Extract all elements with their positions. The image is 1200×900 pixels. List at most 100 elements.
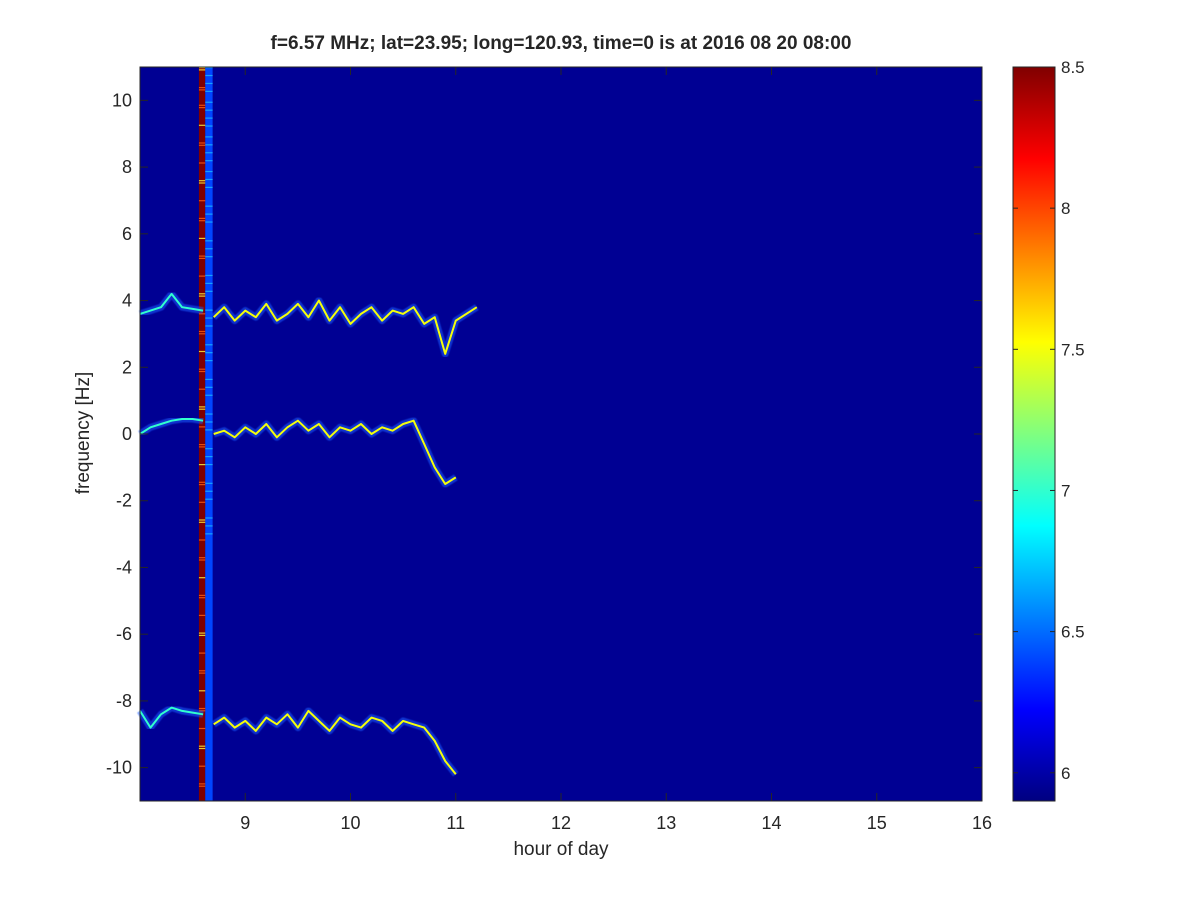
band-speckle — [198, 785, 206, 787]
band-speckle — [205, 360, 213, 362]
band-speckle — [198, 142, 206, 144]
band-speckle — [198, 727, 206, 730]
band-speckle — [205, 90, 213, 92]
band-speckle — [198, 481, 206, 483]
band-speckle — [205, 429, 213, 431]
band-speckle — [205, 240, 213, 242]
band-speckle — [198, 350, 206, 353]
y-tick-label: -6 — [116, 624, 132, 644]
band-speckle — [198, 182, 206, 184]
band-speckle — [205, 248, 213, 250]
colorbar-tick-label: 6 — [1061, 764, 1070, 783]
band-speckle — [198, 765, 206, 767]
trace-line — [139, 418, 204, 435]
x-tick-label: 9 — [240, 813, 250, 833]
y-tick-label: -4 — [116, 557, 132, 577]
band-speckle — [205, 498, 213, 500]
y-tick-label: 8 — [122, 157, 132, 177]
band-speckle — [198, 783, 206, 785]
x-tick-label: 16 — [972, 813, 992, 833]
band-speckle — [198, 180, 206, 182]
colorbar-tick-label: 8.5 — [1061, 58, 1085, 77]
colorbar-frame — [1012, 66, 1056, 802]
x-axis-label: hour of day — [513, 839, 609, 860]
band-speckle — [205, 152, 213, 154]
band-speckle — [205, 256, 213, 258]
band-speckle — [198, 370, 206, 373]
y-tick-label: 10 — [112, 90, 132, 110]
band-speckle — [198, 124, 206, 126]
band-speckle — [198, 539, 206, 541]
trace-line — [213, 709, 457, 775]
x-tick-label: 14 — [761, 813, 781, 833]
band-speckle — [198, 368, 206, 370]
vertical-band — [198, 67, 206, 801]
band-speckle — [198, 89, 206, 91]
band-speckle — [198, 632, 206, 634]
band-speckle — [198, 557, 206, 559]
band-speckle — [198, 255, 206, 257]
band-speckle — [198, 464, 206, 466]
band-speckle — [198, 444, 206, 446]
band-speckle — [205, 74, 213, 77]
band-speckle — [205, 117, 213, 119]
band-speckle — [198, 519, 206, 521]
colorbar-tick-label: 6.5 — [1061, 623, 1085, 642]
band-speckle — [198, 408, 206, 410]
band-speckle — [198, 426, 206, 428]
band-speckle — [198, 67, 206, 69]
band-speckle — [205, 352, 213, 354]
band-speckle — [198, 69, 206, 71]
band-speckle — [198, 614, 206, 616]
band-speckle — [198, 484, 206, 486]
band-speckle — [205, 533, 213, 535]
band-speckle — [198, 597, 206, 599]
band-speckle — [198, 652, 206, 654]
band-speckle — [205, 413, 213, 415]
band-speckle — [198, 501, 206, 503]
colorbar-tick-label: 7 — [1061, 481, 1070, 500]
band-speckle — [205, 274, 213, 277]
band-speckle — [205, 317, 213, 319]
band-speckle — [198, 275, 206, 277]
band-speckle — [198, 87, 206, 89]
trace-line — [139, 292, 204, 315]
band-speckle — [198, 745, 206, 747]
band-speckle — [205, 463, 213, 466]
band-speckle — [205, 517, 213, 519]
band-speckle — [198, 237, 206, 239]
band-speckle — [205, 525, 213, 527]
band-speckle — [198, 594, 206, 596]
band-speckle — [198, 577, 206, 579]
y-tick-label: 6 — [122, 224, 132, 244]
band-speckle — [205, 290, 213, 292]
band-speckle — [198, 217, 206, 219]
band-speckle — [198, 220, 206, 222]
band-speckle — [198, 670, 206, 672]
band-speckle — [198, 634, 206, 636]
band-speckle — [205, 125, 213, 127]
vertical-band — [205, 67, 213, 801]
colorbar: 6 6.5 7 7.5 8 8.5 — [1012, 58, 1085, 802]
band-speckle — [198, 295, 206, 297]
band-speckle — [205, 221, 213, 223]
band-speckle — [205, 109, 213, 111]
band-speckle — [198, 446, 206, 448]
band-speckle — [205, 325, 213, 327]
band-speckle — [198, 406, 206, 408]
band-speckle — [205, 309, 213, 311]
x-tick-label: 10 — [340, 813, 360, 833]
x-tick-label: 12 — [551, 813, 571, 833]
band-speckle — [205, 490, 213, 492]
band-speckle — [205, 344, 213, 346]
x-tick-label: 15 — [867, 813, 887, 833]
band-speckle — [198, 747, 206, 750]
x-tick-label: 11 — [446, 813, 465, 833]
colorbar-gradient — [1013, 67, 1055, 801]
band-speckle — [205, 213, 213, 215]
band-speckle — [205, 282, 213, 284]
y-tick-label: 0 — [122, 424, 132, 444]
colorbar-tick-label: 8 — [1061, 199, 1070, 218]
band-speckle — [205, 386, 213, 388]
